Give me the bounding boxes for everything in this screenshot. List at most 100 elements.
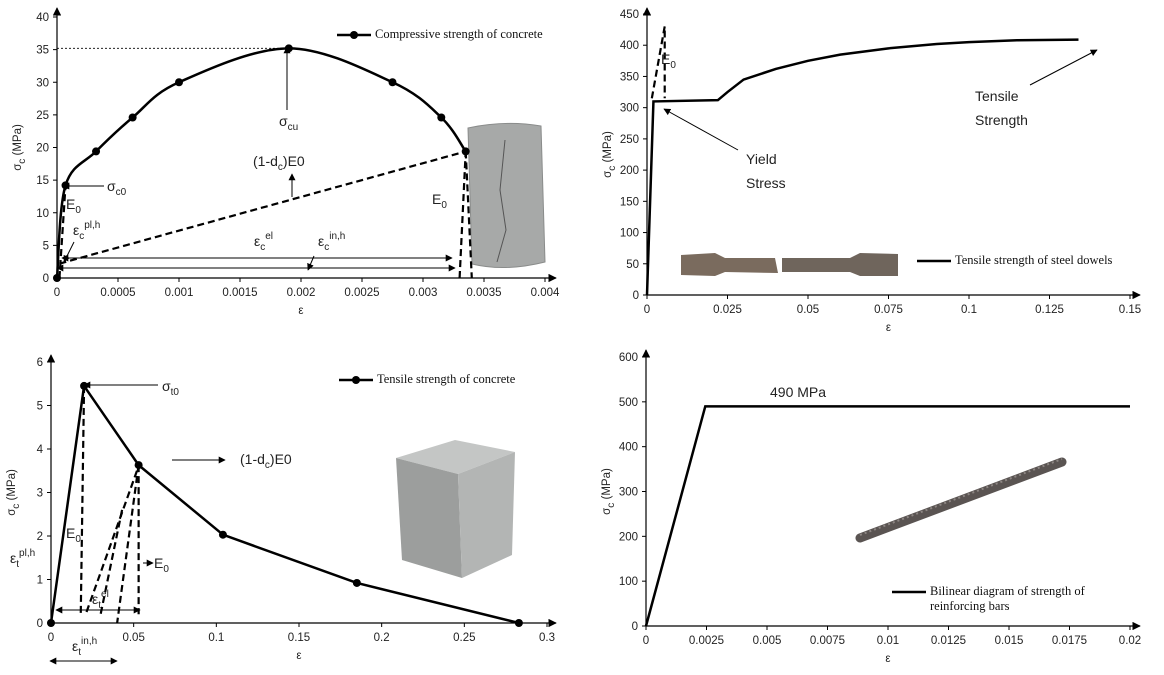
x-tick-label: 0.0035 [466,287,501,299]
x-tick-label: 0 [644,304,650,316]
x-tick-label: 0.15 [288,632,310,644]
annotation-sub: c [265,460,270,471]
x-tick-label: 0.2 [374,632,390,644]
y-tick-label: 5 [43,240,49,252]
y-axis-title-sub: c [606,503,617,508]
x-tick-label: 0.002 [287,287,316,299]
x-tick-label: 0 [643,635,649,647]
legend-label: Tensile strength of concrete [377,372,516,386]
annotation: εcin,h [318,231,345,253]
x-tick-label: 0.0025 [344,287,379,299]
guide-line [59,150,466,265]
y-tick-label: 50 [626,259,639,271]
guide-line [79,385,86,615]
annotation-sub: t [98,600,101,611]
annotation-base: ε [318,233,324,249]
legend-label: Tensile strength of steel dowels [955,253,1113,267]
y-tick-label: 600 [619,352,638,364]
x-tick-label: 0.003 [409,287,438,299]
annotation-sup: in,h [329,231,345,242]
x-tick-label: 0.025 [713,304,742,316]
guide-line [464,151,473,279]
x-tick-label: 0 [54,287,60,299]
guide-line [84,470,139,615]
x-tick-label: 0.0025 [689,635,724,647]
data-point [53,274,61,282]
y-tick-label: 6 [37,357,43,369]
photo-rebar-rib [859,458,1063,536]
x-tick-label: 0.1 [208,632,224,644]
guide-line [99,509,124,615]
photo-rebar [855,457,1067,543]
x-tick-label: 0.15 [1119,304,1141,316]
annotation-sub: 0 [670,60,676,71]
data-point [514,619,523,627]
y-tick-label: 450 [620,9,639,21]
x-tick-label: 0.005 [753,635,782,647]
x-tick-label: 0.015 [995,635,1024,647]
y-tick-label: 400 [620,40,639,52]
y-tick-label: 10 [36,208,49,220]
photo-cylinder [467,122,546,269]
annotation-sub: c [260,242,265,253]
x-tick-label: 0.0125 [931,635,966,647]
annotation-sub: c [79,231,84,242]
y-tick-label: 25 [36,110,49,122]
annotation-sup: pl,h [84,220,100,231]
guide-line [650,26,666,99]
x-axis-title: ε [298,305,303,317]
y-tick-label: 200 [620,165,639,177]
y-tick-label: 100 [619,576,638,588]
annotation-sub: c [278,162,283,173]
series-line [55,47,467,279]
y-tick-label: 0 [632,621,638,633]
legend-marker [350,31,358,39]
y-axis-title: σc (MPa) [601,468,617,515]
guide-line [58,185,67,279]
y-axis-title-text: (MPa) [6,469,18,504]
x-tick-label: 0.25 [453,632,475,644]
y-axis-title-base: σ [601,508,613,515]
y-axis-title-text: (MPa) [12,124,24,159]
legend-label: Compressive strength of concrete [375,27,543,41]
annotation: εtin,h [72,636,97,658]
annotation: (1-dc)E0 [240,451,292,471]
y-tick-label: 400 [619,442,638,454]
annotation-sub: t [78,647,81,658]
annotation: E0 [66,525,81,545]
annotation-base: ε [73,222,79,238]
x-tick-label: 0.05 [797,304,819,316]
data-point [134,461,143,470]
y-tick-label: 300 [620,103,639,115]
photo-cube-left [396,458,462,578]
y-tick-label: 15 [36,175,49,187]
annotation: Strength [975,112,1028,128]
annotation-base: σ [279,113,288,129]
x-tick-label: 0 [48,632,54,644]
annotation-sub: t0 [171,387,180,398]
y-tick-label: 300 [619,487,638,499]
x-tick-label: 0.004 [531,287,560,299]
annotation-sub: t [16,559,19,570]
y-tick-label: 3 [37,488,43,500]
y-axis-title: σc (MPa) [6,469,22,516]
annotation: εcpl,h [73,220,100,242]
data-point [92,147,101,156]
data-point [80,381,89,390]
legend-marker [352,376,360,384]
y-tick-label: 150 [620,196,639,208]
legend: Tensile strength of concrete [377,372,516,386]
x-tick-label: 0.02 [1119,635,1141,647]
data-point [284,44,293,53]
y-tick-label: 5 [37,401,43,413]
annotation-base: ε [72,638,78,654]
series-line [49,382,520,625]
annotation: Yield [746,151,777,167]
annotation: Stress [746,175,786,191]
x-tick-label: 0.001 [165,287,194,299]
annotation-base: σ [162,378,171,394]
annotation: E0 [661,51,676,71]
x-tick-label: 0.075 [874,304,903,316]
